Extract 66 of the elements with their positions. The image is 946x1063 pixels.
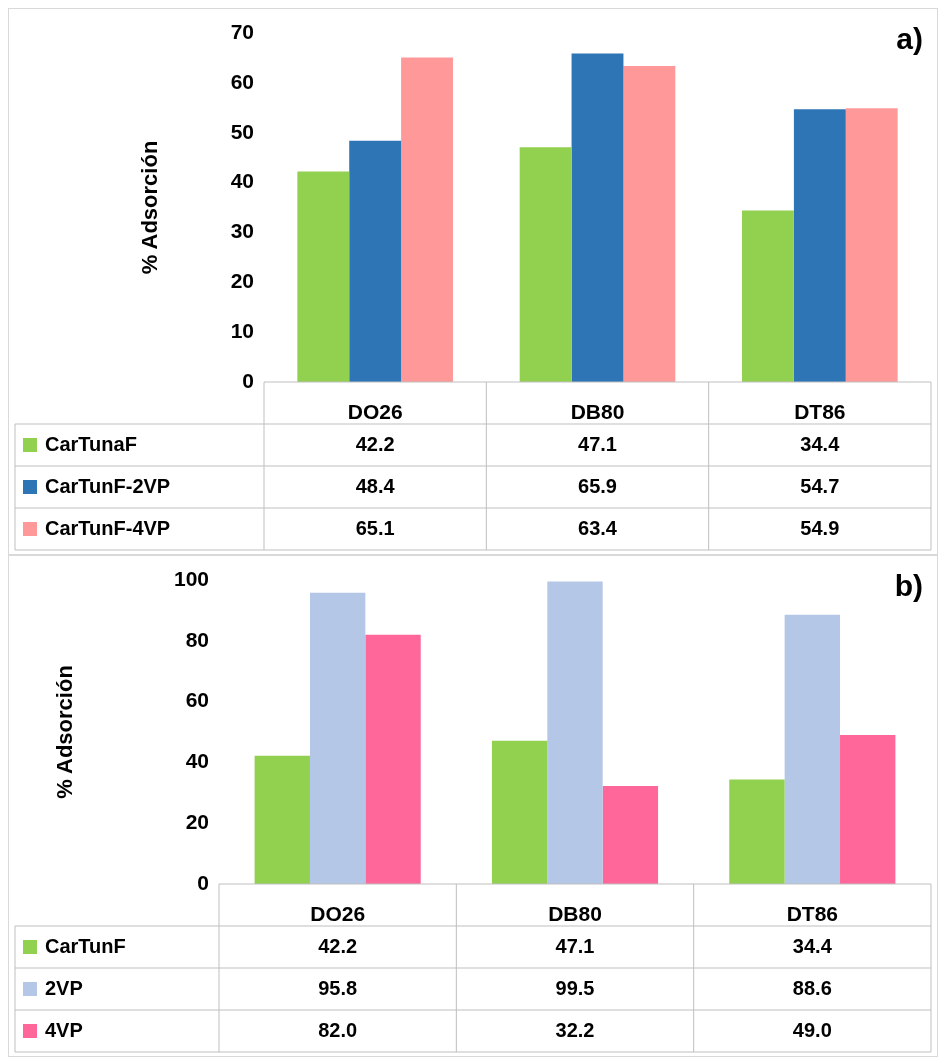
data-label: 42.2 [318, 934, 358, 957]
data-label: 48.4 [355, 474, 396, 497]
bar [547, 581, 603, 884]
legend-label: CarTunF-2VP [45, 474, 171, 497]
legend-label: CarTunF-4VP [45, 516, 171, 539]
x-tick-label: DB80 [548, 902, 602, 926]
chart-title: a) [896, 22, 923, 56]
bar [793, 109, 846, 382]
bar [297, 171, 350, 382]
bar [742, 210, 794, 382]
y-tick-label: 50 [230, 119, 254, 143]
legend-label: CarTunF [45, 934, 126, 957]
y-axis-title: % Adsorción [137, 140, 163, 275]
data-label: 99.5 [555, 976, 595, 999]
data-label: 47.1 [578, 432, 617, 455]
data-label: 34.4 [800, 432, 841, 455]
y-tick-label: 30 [230, 219, 254, 243]
bar [623, 65, 676, 382]
data-label: 65.9 [578, 474, 617, 497]
y-tick-label: 60 [185, 688, 209, 712]
data-label: 34.4 [792, 934, 833, 957]
y-tick-label: 20 [185, 810, 209, 833]
data-label: 95.8 [318, 976, 358, 999]
y-tick-label: 20 [230, 269, 254, 293]
data-label: 82.0 [318, 1018, 358, 1041]
bar [729, 779, 785, 884]
bar [784, 614, 841, 884]
legend-label: 2VP [45, 976, 83, 999]
bar [602, 786, 659, 884]
bar [571, 53, 624, 382]
data-label: 54.7 [800, 474, 840, 497]
x-tick-label: DT86 [786, 902, 839, 926]
bar [365, 634, 421, 884]
bar [840, 735, 896, 884]
y-tick-label: 70 [230, 19, 254, 43]
y-tick-label: 0 [197, 870, 209, 894]
legend-label: CarTunaF [45, 432, 137, 455]
data-label: 54.9 [800, 516, 840, 539]
y-tick-label: 100 [173, 566, 209, 590]
data-label: 42.2 [355, 432, 395, 455]
y-axis-title: % Adsorción [52, 665, 78, 799]
bar [254, 755, 310, 884]
y-tick-label: 40 [230, 169, 254, 193]
bar [401, 57, 453, 382]
y-tick-label: 60 [230, 69, 254, 93]
y-tick-label: 0 [242, 368, 254, 392]
data-label: 63.4 [578, 516, 618, 539]
x-tick-label: DO26 [347, 400, 403, 424]
data-label: 65.1 [355, 516, 395, 539]
data-label: 49.0 [792, 1018, 832, 1041]
data-label: 32.2 [555, 1018, 595, 1041]
x-tick-label: DO26 [310, 902, 366, 926]
bar [845, 108, 898, 382]
bar [309, 592, 366, 884]
y-tick-label: 80 [185, 627, 209, 651]
y-tick-label: 40 [185, 749, 209, 773]
x-tick-label: DB80 [570, 400, 625, 424]
y-tick-label: 10 [230, 318, 254, 342]
chart-title: b) [894, 569, 923, 603]
legend-label: 4VP [45, 1018, 83, 1041]
bar [349, 140, 402, 382]
data-label: 88.6 [792, 976, 832, 999]
bar [491, 740, 548, 884]
bar [519, 147, 572, 382]
data-label: 47.1 [555, 934, 595, 957]
x-tick-label: DT86 [794, 400, 846, 424]
